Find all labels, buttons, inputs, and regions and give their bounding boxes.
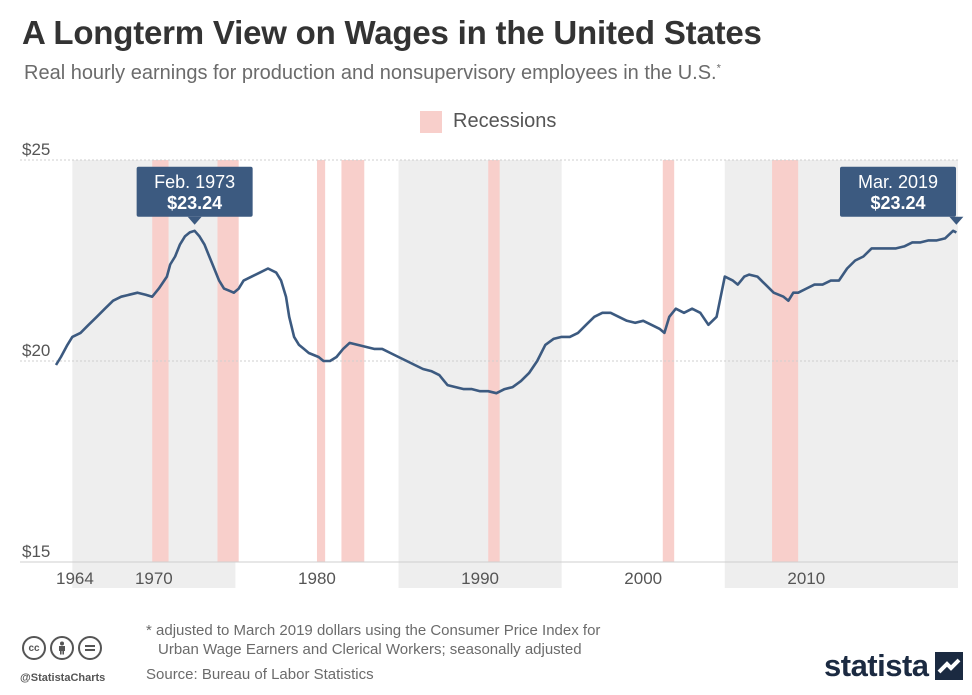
annotation-date-label: Mar. 2019 [858, 172, 938, 192]
decade-shading-band [724, 160, 958, 588]
attribution-icon[interactable] [50, 636, 74, 660]
decade-shading-band [398, 160, 562, 588]
license-icons: cc [22, 636, 102, 660]
chart-subtitle: Real hourly earnings for production and … [24, 62, 721, 85]
legend: Recessions [420, 110, 556, 133]
annotation-callout: Feb. 1973$23.24 [136, 166, 253, 225]
x-tick-label: 1990 [461, 569, 499, 588]
subtitle-footnote-mark: * [716, 62, 721, 75]
annotation-value-label: $23.24 [870, 193, 925, 213]
annotation-date-label: Feb. 1973 [154, 172, 235, 192]
cc-icon[interactable]: cc [22, 636, 46, 660]
annotation-pointer [187, 216, 202, 225]
source-note: Source: Bureau of Labor Statistics [146, 666, 374, 683]
footnote-line-1: * adjusted to March 2019 dollars using t… [146, 622, 601, 639]
y-tick-label: $25 [22, 140, 50, 159]
x-tick-label: 2010 [787, 569, 825, 588]
subtitle-text: Real hourly earnings for production and … [24, 62, 717, 84]
no-derivatives-icon[interactable] [78, 636, 102, 660]
statista-logo[interactable]: statista [824, 648, 963, 684]
x-tick-label: 1980 [298, 569, 336, 588]
twitter-handle[interactable]: @StatistaCharts [20, 672, 106, 684]
chart-title: A Longterm View on Wages in the United S… [22, 14, 762, 51]
annotation-box [840, 166, 956, 217]
annotation-box [136, 166, 253, 217]
legend-recession-swatch [420, 110, 442, 133]
y-tick-label: $20 [22, 341, 50, 360]
statista-mark-icon [934, 652, 963, 680]
legend-recessions-label: Recessions [453, 110, 557, 132]
x-tick-label: 2000 [624, 569, 662, 588]
x-tick-label: 1970 [135, 569, 173, 588]
brand-wordmark: statista [824, 648, 929, 683]
footnote-line-2: Urban Wage Earners and Clerical Workers;… [158, 641, 582, 658]
series-line [54, 229, 957, 395]
annotation-value-label: $23.24 [167, 193, 222, 213]
wage-line-chart: $15 $20 $25 1964 1970 1980 1990 2000 2010 Feb. 19… [20, 140, 964, 588]
footnote: * adjusted to March 2019 dollars using t… [146, 621, 600, 659]
annotation-callout: Mar. 2019$23.24 [840, 166, 964, 225]
x-tick-label: 1964 [56, 569, 94, 588]
y-tick-label: $15 [22, 542, 50, 561]
annotation-pointer [949, 216, 964, 225]
